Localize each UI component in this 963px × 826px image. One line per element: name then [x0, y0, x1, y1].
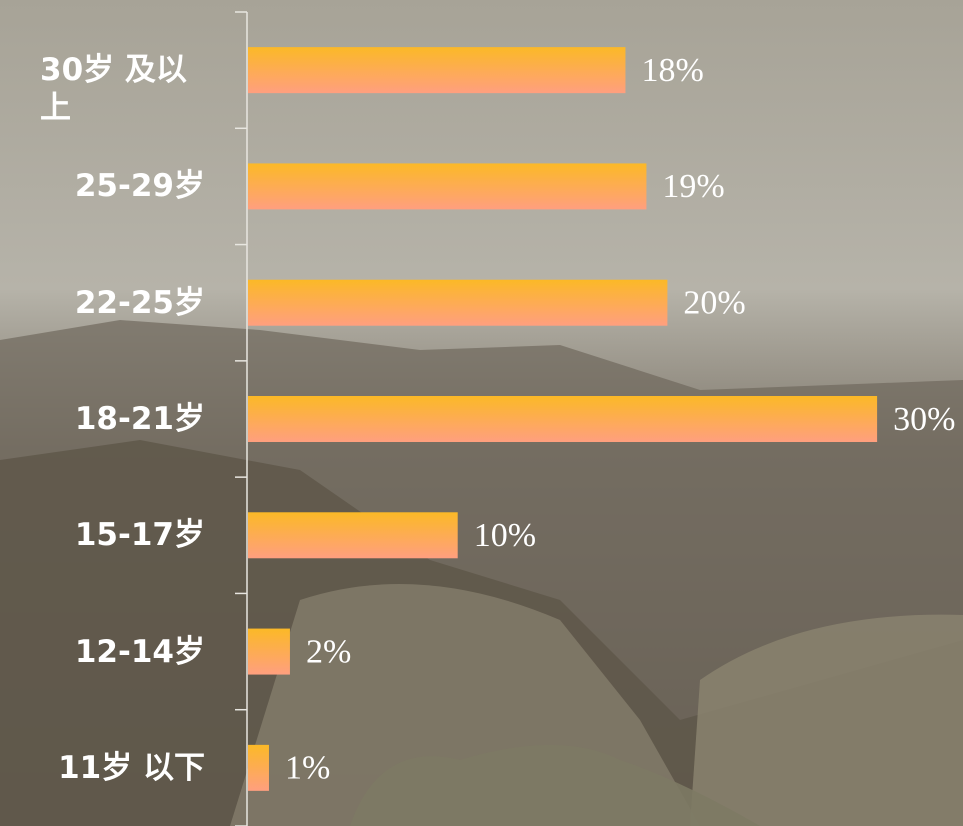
value-label: 1%	[285, 750, 330, 787]
category-label: 15-17岁	[5, 516, 205, 554]
value-label: 20%	[683, 285, 745, 322]
category-label: 18-21岁	[5, 400, 205, 438]
category-label: 12-14岁	[5, 633, 205, 671]
value-label: 10%	[474, 517, 536, 554]
page: {"chart_data": {"type": "bar", "orientat…	[0, 0, 963, 826]
category-label: 30岁 及以上	[5, 51, 205, 127]
category-text: 22-25岁	[75, 284, 205, 322]
bar	[248, 396, 877, 442]
bar	[248, 163, 646, 209]
bar	[248, 629, 290, 675]
category-text: 11岁 以下	[58, 749, 205, 787]
value-label: 2%	[306, 633, 351, 670]
bar	[248, 745, 269, 791]
bar	[248, 47, 625, 93]
category-text: 25-29岁	[75, 167, 205, 205]
category-label: 22-25岁	[5, 284, 205, 322]
bar	[248, 512, 458, 558]
category-label: 25-29岁	[5, 167, 205, 205]
category-label: 11岁 以下	[5, 749, 205, 787]
category-text: 15-17岁	[75, 516, 205, 554]
value-label: 30%	[893, 401, 955, 438]
value-label: 18%	[641, 52, 703, 89]
category-text: 12-14岁	[75, 633, 205, 671]
category-text: 18-21岁	[75, 400, 205, 438]
bar	[248, 280, 667, 326]
category-text: 30岁 及以上	[40, 51, 205, 127]
value-label: 19%	[662, 168, 724, 205]
